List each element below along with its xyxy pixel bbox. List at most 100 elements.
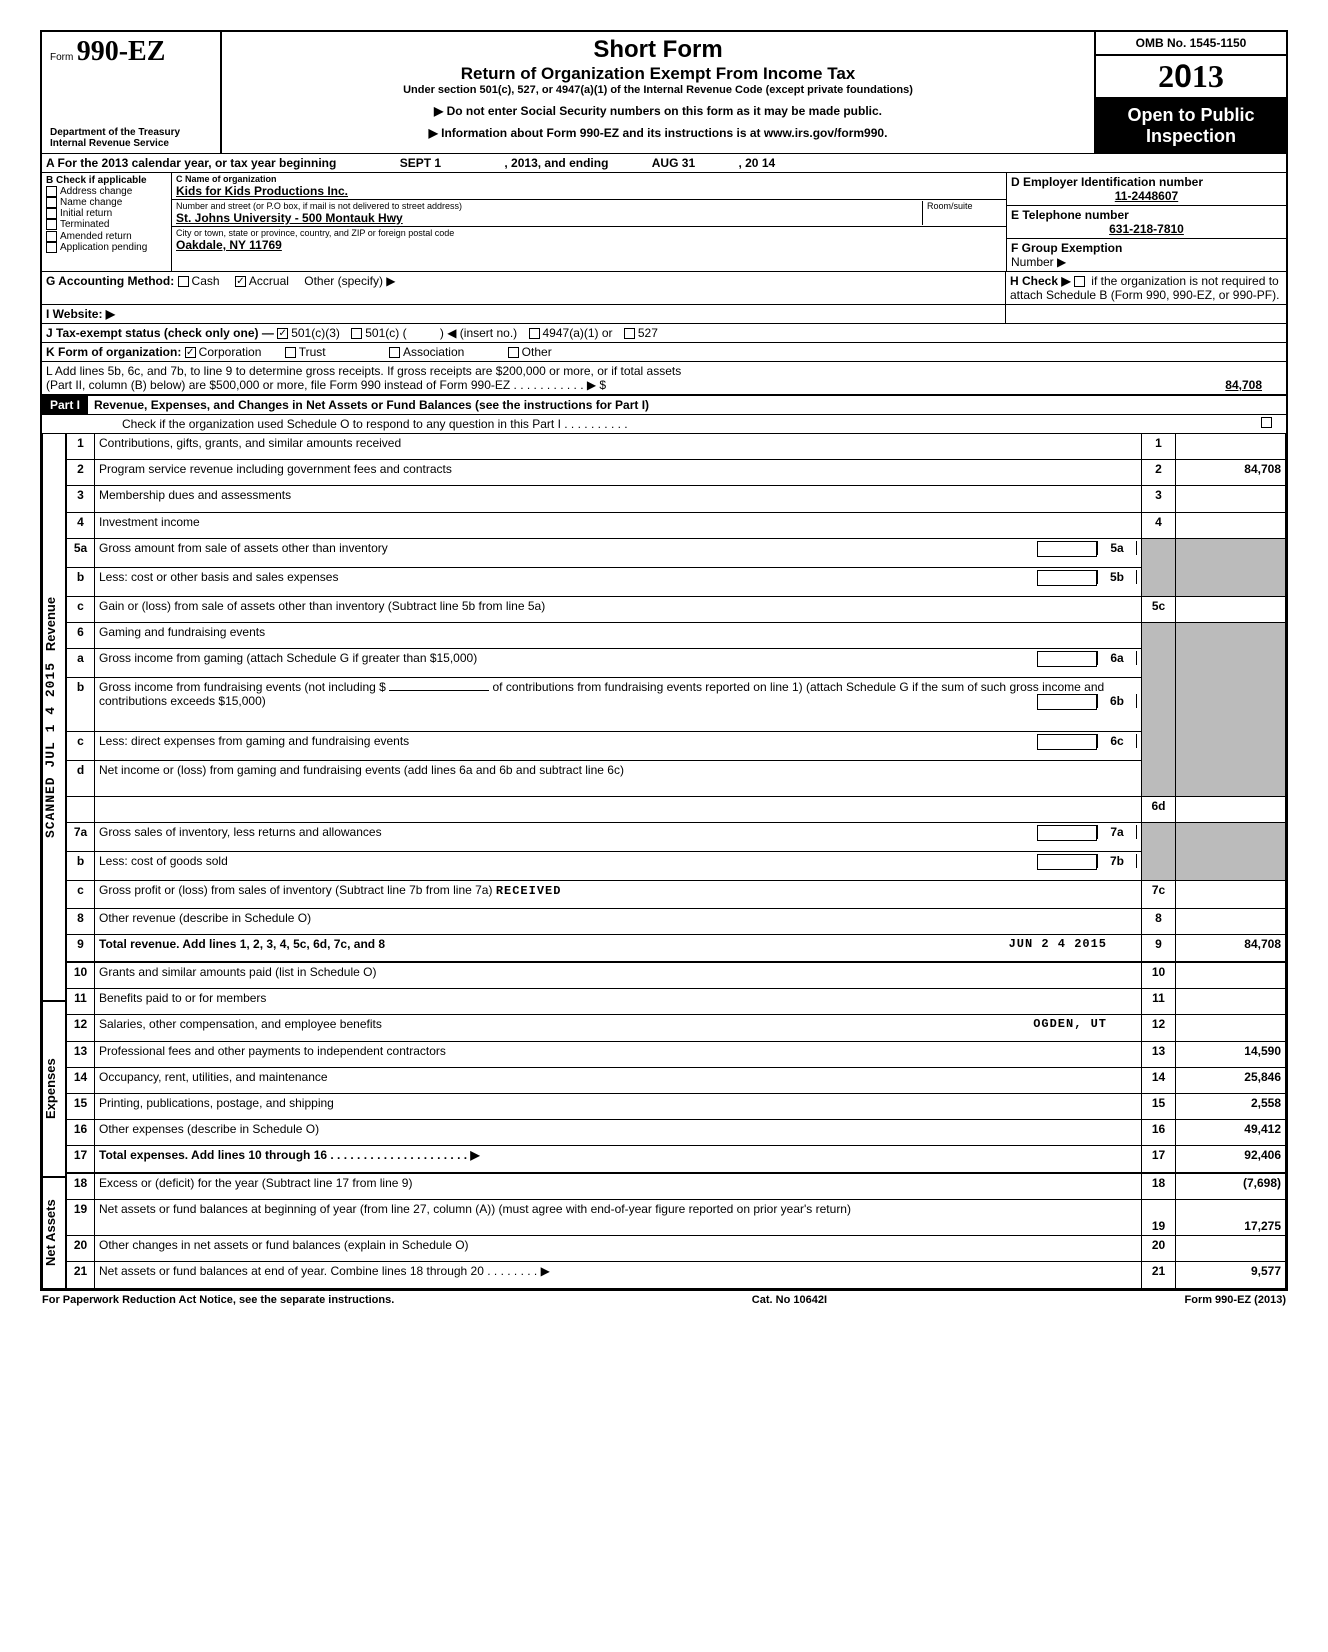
line-a-end: AUG 31 xyxy=(652,156,695,170)
b-item-3: Terminated xyxy=(60,220,109,231)
section-b: B Check if applicable Address change Nam… xyxy=(42,173,172,271)
cb-corp[interactable] xyxy=(185,347,196,358)
cb-address[interactable] xyxy=(46,186,57,197)
i-label: I Website: ▶ xyxy=(46,307,115,321)
l6a-sub: 6a xyxy=(1097,651,1137,665)
k-a: Corporation xyxy=(199,345,262,359)
cb-initial[interactable] xyxy=(46,208,57,219)
c-city: Oakdale, NY 11769 xyxy=(176,238,1002,252)
line-6d-r: 6d xyxy=(67,797,1286,823)
j-b: 501(c) ( xyxy=(365,326,406,340)
line-a-begin: SEPT 1 xyxy=(400,156,441,170)
b-cdef-row: B Check if applicable Address change Nam… xyxy=(42,172,1286,271)
l4-desc: Investment income xyxy=(99,515,200,529)
c-name: Kids for Kids Productions Inc. xyxy=(176,184,1002,198)
label-revenue: Revenue xyxy=(43,596,58,650)
k-c: Association xyxy=(403,345,464,359)
line-5a: 5a Gross amount from sale of assets other… xyxy=(67,538,1286,567)
l13-desc: Professional fees and other payments to … xyxy=(99,1044,446,1058)
l12-desc: Salaries, other compensation, and employ… xyxy=(99,1017,382,1031)
line-6a: aGross income from gaming (attach Schedu… xyxy=(67,649,1286,678)
cb-h[interactable] xyxy=(1074,276,1085,287)
e-label: E Telephone number xyxy=(1011,208,1282,222)
form-number: 990-EZ xyxy=(77,36,166,67)
line-5b: bLess: cost or other basis and sales exp… xyxy=(67,567,1286,596)
cb-assoc[interactable] xyxy=(389,347,400,358)
k-label: K Form of organization: xyxy=(46,345,181,359)
l7a-desc: Gross sales of inventory, less returns a… xyxy=(99,825,382,839)
l5c-desc: Gain or (loss) from sale of assets other… xyxy=(99,599,545,613)
side-revenue: SCANNED JUL 1 4 2015 Revenue xyxy=(42,433,66,1001)
l7b-sub: 7b xyxy=(1097,854,1137,868)
c-addr-label: Number and street (or P.O box, if mail i… xyxy=(176,201,922,211)
l5a-desc: Gross amount from sale of assets other t… xyxy=(99,541,388,555)
l7c-desc: Gross profit or (loss) from sales of inv… xyxy=(99,883,492,897)
part1-check-note: Check if the organization used Schedule … xyxy=(122,417,628,431)
open-inspection: Open to Public Inspection xyxy=(1096,99,1286,153)
h-text: H Check ▶ xyxy=(1010,274,1071,288)
cb-part1[interactable] xyxy=(1261,417,1272,428)
k-b: Trust xyxy=(299,345,326,359)
d-label: D Employer Identification number xyxy=(1011,175,1282,189)
ssn-note: ▶ Do not enter Social Security numbers o… xyxy=(232,104,1084,118)
f-sub: Number ▶ xyxy=(1011,255,1066,269)
cb-accrual[interactable] xyxy=(235,276,246,287)
b-item-1: Name change xyxy=(60,197,122,208)
l16-desc: Other expenses (describe in Schedule O) xyxy=(99,1122,319,1136)
cb-501c[interactable] xyxy=(351,328,362,339)
footer-right: Form 990-EZ (2013) xyxy=(1185,1294,1286,1306)
cb-527[interactable] xyxy=(624,328,635,339)
l-value: 84,708 xyxy=(1225,378,1282,392)
l6b-sub: 6b xyxy=(1097,694,1137,708)
b-item-0: Address change xyxy=(60,186,132,197)
cb-trust[interactable] xyxy=(285,347,296,358)
l15-desc: Printing, publications, postage, and shi… xyxy=(99,1096,334,1110)
l2-desc: Program service revenue including govern… xyxy=(99,462,452,476)
j-d: 4947(a)(1) or xyxy=(543,326,613,340)
under: Under section 501(c), 527, or 4947(a)(1)… xyxy=(232,84,1084,96)
l18-desc: Excess or (deficit) for the year (Subtra… xyxy=(99,1176,412,1190)
l10-desc: Grants and similar amounts paid (list in… xyxy=(99,965,376,979)
cb-cash[interactable] xyxy=(178,276,189,287)
line-9: 9Total revenue. Add lines 1, 2, 3, 4, 5c… xyxy=(67,935,1286,962)
l5b-desc: Less: cost or other basis and sales expe… xyxy=(99,570,338,584)
l14-desc: Occupancy, rent, utilities, and maintena… xyxy=(99,1070,328,1084)
year: 20201313 xyxy=(1096,56,1286,99)
l7a-sub: 7a xyxy=(1097,825,1137,839)
info-note: ▶ Information about Form 990-EZ and its … xyxy=(232,126,1084,140)
line-j: J Tax-exempt status (check only one) — 5… xyxy=(42,323,1286,342)
line-i: I Website: ▶ xyxy=(42,304,1286,323)
l-text1: L Add lines 5b, 6c, and 7b, to line 9 to… xyxy=(46,364,1282,378)
cb-amended[interactable] xyxy=(46,231,57,242)
line-a: A For the 2013 calendar year, or tax yea… xyxy=(42,153,1286,172)
cb-k-other[interactable] xyxy=(508,347,519,358)
l5a-sub: 5a xyxy=(1097,541,1137,555)
line-4: 4Investment income4 xyxy=(67,512,1286,538)
side-expenses: Expenses xyxy=(42,1001,66,1177)
line-a-mid: , 2013, and ending xyxy=(504,156,608,170)
l20-desc: Other changes in net assets or fund bala… xyxy=(99,1238,469,1252)
line-6c: cLess: direct expenses from gaming and f… xyxy=(67,732,1286,761)
l9-desc: Total revenue. Add lines 1, 2, 3, 4, 5c,… xyxy=(99,937,385,951)
line-18: 18Excess or (deficit) for the year (Subt… xyxy=(67,1173,1286,1200)
stamp-date: JUN 2 4 2015 xyxy=(1009,937,1107,951)
l8-desc: Other revenue (describe in Schedule O) xyxy=(99,911,311,925)
g-accrual: Accrual xyxy=(249,274,289,288)
stamp-scanned: SCANNED JUL 1 4 2015 xyxy=(43,662,58,838)
l19-desc: Net assets or fund balances at beginning… xyxy=(99,1202,851,1216)
l6b-desc: Gross income from fundraising events (no… xyxy=(99,680,386,694)
b-label: B Check if applicable xyxy=(46,175,167,186)
line-19: 19Net assets or fund balances at beginni… xyxy=(67,1200,1286,1236)
line-20: 20Other changes in net assets or fund ba… xyxy=(67,1236,1286,1262)
line-6d: dNet income or (loss) from gaming and fu… xyxy=(67,761,1286,797)
cb-terminated[interactable] xyxy=(46,219,57,230)
cb-4947[interactable] xyxy=(529,328,540,339)
cb-pending[interactable] xyxy=(46,242,57,253)
omb: OMB No. 1545-1150 xyxy=(1096,32,1286,56)
l21-desc: Net assets or fund balances at end of ye… xyxy=(99,1264,550,1278)
cb-name[interactable] xyxy=(46,197,57,208)
l5b-sub: 5b xyxy=(1097,570,1137,584)
subtitle: Return of Organization Exempt From Incom… xyxy=(232,64,1084,84)
line-5c: cGain or (loss) from sale of assets othe… xyxy=(67,596,1286,622)
cb-501c3[interactable] xyxy=(277,328,288,339)
